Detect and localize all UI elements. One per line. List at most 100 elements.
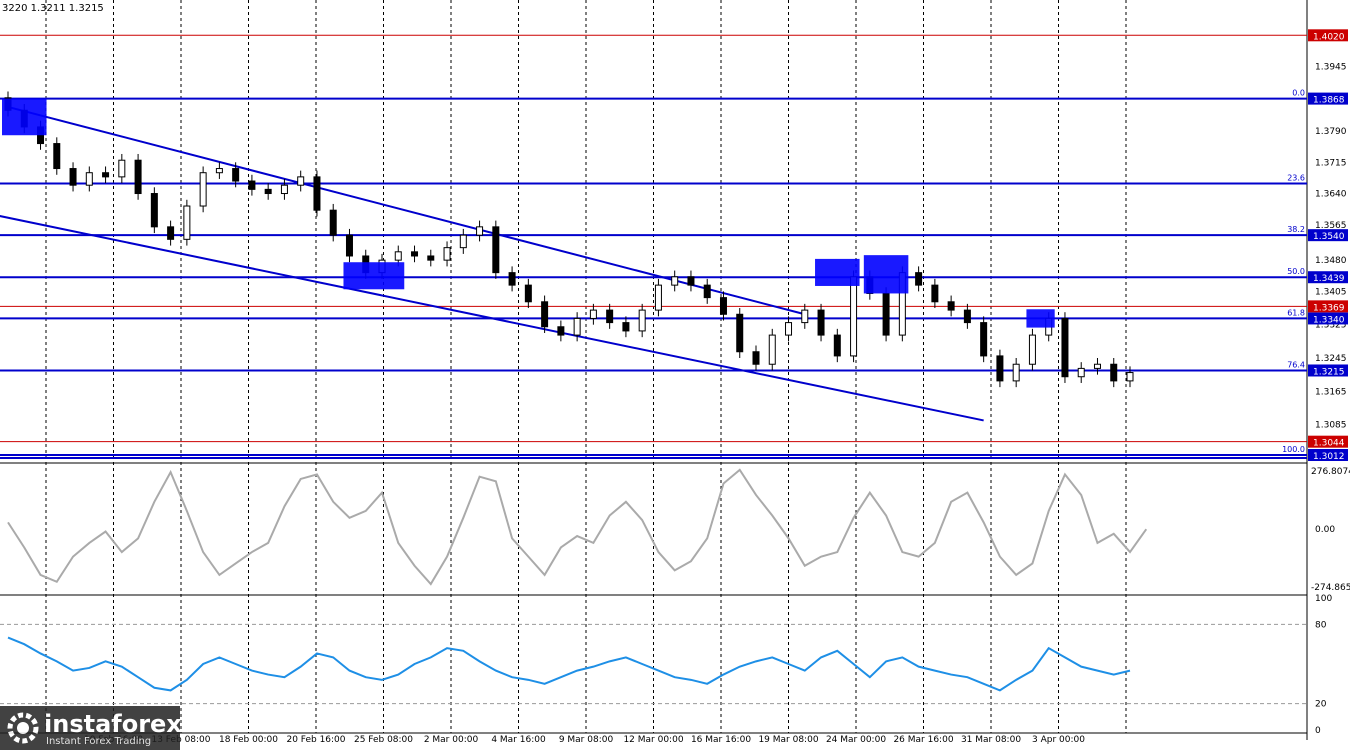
price-tag-bg	[1308, 92, 1348, 105]
fib-percent-label: 50.0	[1287, 267, 1305, 276]
time-axis-label: 18 Feb 00:00	[219, 735, 278, 745]
fib-percent-label: 23.6	[1287, 174, 1305, 183]
candle-body	[313, 176, 321, 211]
time-axis-label: 24 Mar 00:00	[826, 735, 886, 745]
time-axis-label: 25 Feb 08:00	[354, 735, 413, 745]
candle-body	[622, 322, 630, 332]
candle-body	[183, 205, 191, 240]
candle-body	[931, 284, 939, 303]
price-tick-label: 1.3640	[1315, 190, 1347, 200]
candle-body	[687, 276, 695, 286]
price-axis: 1.3945 1.3790 1.3715 1.3640 1.3565 1.3480 1.34…	[1308, 29, 1348, 462]
brand-tagline: Instant Forex Trading	[46, 736, 152, 747]
time-axis-label: 4 Mar 16:00	[491, 735, 546, 745]
candle-body	[557, 326, 565, 336]
candle-body	[980, 322, 988, 357]
candle-body	[118, 159, 126, 178]
candle-body	[1012, 363, 1020, 382]
time-axis-label: 26 Mar 16:00	[893, 735, 953, 745]
price-tag-label: 1.3540	[1313, 232, 1345, 242]
candle-body	[345, 234, 353, 257]
time-axis-label: 19 Mar 08:00	[758, 735, 818, 745]
rsi-line	[7, 636, 1131, 692]
candle-body	[524, 284, 532, 303]
price-tag-label: 1.3340	[1313, 315, 1345, 325]
price-tick-label: 1.3245	[1315, 354, 1347, 364]
candle-body	[85, 172, 93, 186]
levels-layer: 0.0 23.6 38.2 50.0 61.8 76.4 100.0	[0, 34, 1307, 460]
price-tag-label: 1.3868	[1313, 96, 1345, 106]
time-axis-label: 20 Feb 16:00	[286, 735, 345, 745]
candle-body	[606, 309, 614, 324]
rsi-axis-label: 80	[1315, 620, 1327, 630]
candle-body	[1126, 372, 1134, 382]
candle-body	[459, 234, 467, 249]
candle-body	[589, 309, 597, 319]
fib-percent-label: 61.8	[1287, 308, 1305, 317]
candle-body	[947, 301, 955, 311]
candle-body	[882, 292, 890, 336]
cci-line	[7, 468, 1148, 586]
candle-body	[1077, 367, 1085, 378]
candle-body	[476, 226, 484, 236]
candle-body	[167, 226, 175, 240]
price-tag-label: 1.4020	[1313, 32, 1345, 42]
cci-top-label: 276.8074	[1311, 467, 1350, 477]
candle-body	[411, 251, 419, 257]
fib-percent-label: 38.2	[1287, 225, 1305, 234]
candle-body	[508, 272, 516, 286]
rsi-axis-label: 0	[1315, 726, 1321, 736]
price-tick-label: 1.3715	[1315, 158, 1347, 168]
candle-body	[248, 180, 256, 190]
time-axis-label: 13 Feb 08:00	[151, 735, 210, 745]
time-axis-label: 31 Mar 08:00	[961, 735, 1021, 745]
time-axis-label: 12 Mar 00:00	[623, 735, 683, 745]
candle-body	[264, 188, 272, 195]
candle-body	[1093, 363, 1101, 369]
candle-body	[215, 168, 223, 174]
price-tag-label: 1.3215	[1313, 367, 1345, 377]
candle-body	[768, 334, 776, 365]
candle-body	[69, 168, 77, 186]
gear-logo-icon	[7, 712, 39, 744]
candle-body	[703, 284, 711, 299]
boxes-layer	[2, 98, 1055, 328]
candle-body	[671, 276, 679, 286]
brand-name: instaforex	[44, 710, 182, 738]
price-tick-label: 1.3480	[1315, 256, 1347, 266]
cci-bottom-label: -274.8656	[1311, 583, 1350, 593]
candle-body	[53, 143, 61, 170]
highlight-box	[815, 258, 860, 286]
cci-indicator-pane: 276.8074 0.00 -274.8656	[7, 467, 1350, 593]
fib-percent-label: 0.0	[1292, 89, 1305, 98]
candle-body	[541, 301, 549, 328]
candle-body	[801, 309, 809, 324]
price-tick-label: 1.3790	[1315, 127, 1347, 137]
price-tag-label: 1.3439	[1313, 274, 1345, 284]
highlight-box	[863, 255, 909, 294]
rsi-axis-label: 100	[1315, 594, 1332, 604]
candle-body	[736, 313, 744, 353]
price-tag-bg	[1308, 364, 1348, 377]
candle-body	[785, 322, 793, 336]
price-tick-label: 1.3325	[1315, 321, 1347, 331]
candle-body	[752, 351, 760, 365]
time-axis-label: 2 Mar 00:00	[424, 735, 479, 745]
price-tick-label: 1.3565	[1315, 221, 1347, 231]
candle-body	[102, 172, 110, 178]
candle-body	[915, 272, 923, 286]
rsi-indicator-pane: 100 80 20 0	[0, 594, 1332, 736]
candle-body	[394, 251, 402, 261]
rsi-axis-label: 20	[1315, 700, 1327, 710]
price-tag-label: 1.3044	[1313, 439, 1345, 449]
highlight-box	[1026, 309, 1055, 328]
instaforex-watermark: instaforex Instant Forex Trading	[0, 706, 182, 750]
candle-body	[573, 317, 581, 336]
time-axis-label: 9 Mar 08:00	[559, 735, 614, 745]
candle-body	[443, 247, 451, 261]
candle-body	[199, 172, 207, 207]
candle-body	[150, 193, 158, 228]
